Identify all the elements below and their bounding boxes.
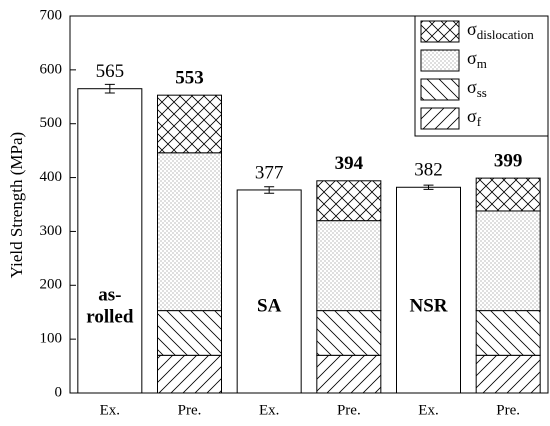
bar xyxy=(77,88,143,394)
x-tick-label: Pre. xyxy=(337,402,361,418)
value-label: 382 xyxy=(414,160,443,181)
y-tick-label: 600 xyxy=(40,61,63,77)
legend-symbol: σ xyxy=(467,77,477,97)
error-bar xyxy=(423,184,434,190)
legend-symbol: σ xyxy=(467,106,477,126)
total-label: 399 xyxy=(494,150,523,171)
group-label: as- xyxy=(98,284,121,305)
legend-swatch xyxy=(420,107,460,130)
bar-segment xyxy=(316,220,382,312)
x-tick-label: Ex. xyxy=(259,402,279,418)
y-tick-label: 700 xyxy=(40,7,63,23)
y-tick-label: 200 xyxy=(40,277,63,293)
error-bar-line xyxy=(264,186,275,194)
x-tick-label: Ex. xyxy=(418,402,438,418)
legend-symbol: σ xyxy=(467,19,477,39)
legend-swatch xyxy=(420,78,460,101)
legend-label: σdislocation xyxy=(467,19,534,42)
bar-segment xyxy=(475,210,541,312)
x-tick-label: Pre. xyxy=(178,402,202,418)
bar-segment xyxy=(157,94,222,154)
group-label: NSR xyxy=(409,295,447,316)
y-tick-label: 100 xyxy=(40,331,63,347)
legend-subscript: ss xyxy=(477,85,487,100)
bar-segment xyxy=(316,354,382,394)
error-bar xyxy=(264,186,275,194)
x-tick-label: Ex. xyxy=(100,402,120,418)
y-tick-label: 0 xyxy=(55,384,63,400)
bar-segment xyxy=(316,310,382,356)
legend-symbol: σ xyxy=(467,48,477,68)
error-bar-line xyxy=(104,83,115,94)
error-bar xyxy=(104,83,115,94)
bar-segment xyxy=(157,310,222,356)
value-label: 565 xyxy=(96,61,125,82)
legend-swatch xyxy=(420,20,460,43)
bar-segment xyxy=(316,180,382,222)
plot-frame xyxy=(69,15,549,394)
total-label: 394 xyxy=(335,153,364,174)
legend-label: σss xyxy=(467,77,487,100)
bar-segment xyxy=(157,354,222,394)
bar-segment xyxy=(475,310,541,356)
y-tick-label: 400 xyxy=(40,169,63,185)
error-bar-line xyxy=(423,184,434,190)
x-tick-label: Pre. xyxy=(496,402,520,418)
value-label: 377 xyxy=(255,162,284,183)
legend-label: σm xyxy=(467,48,487,71)
y-tick-label: 500 xyxy=(40,115,63,131)
bar-segment xyxy=(475,354,541,394)
bar-segment xyxy=(475,177,541,212)
bar xyxy=(396,186,461,394)
legend-subscript: m xyxy=(477,56,487,71)
group-label: rolled xyxy=(86,306,134,327)
bar-segment xyxy=(157,152,222,312)
bar xyxy=(236,189,302,394)
legend-subscript: f xyxy=(477,114,482,129)
total-label: 553 xyxy=(175,68,204,89)
y-axis-label: Yield Strength (MPa) xyxy=(7,132,26,278)
y-tick-label: 300 xyxy=(40,223,63,239)
legend-label: σf xyxy=(467,106,482,129)
legend-subscript: dislocation xyxy=(477,27,535,42)
legend-swatch xyxy=(420,49,460,72)
group-label: SA xyxy=(257,295,282,316)
